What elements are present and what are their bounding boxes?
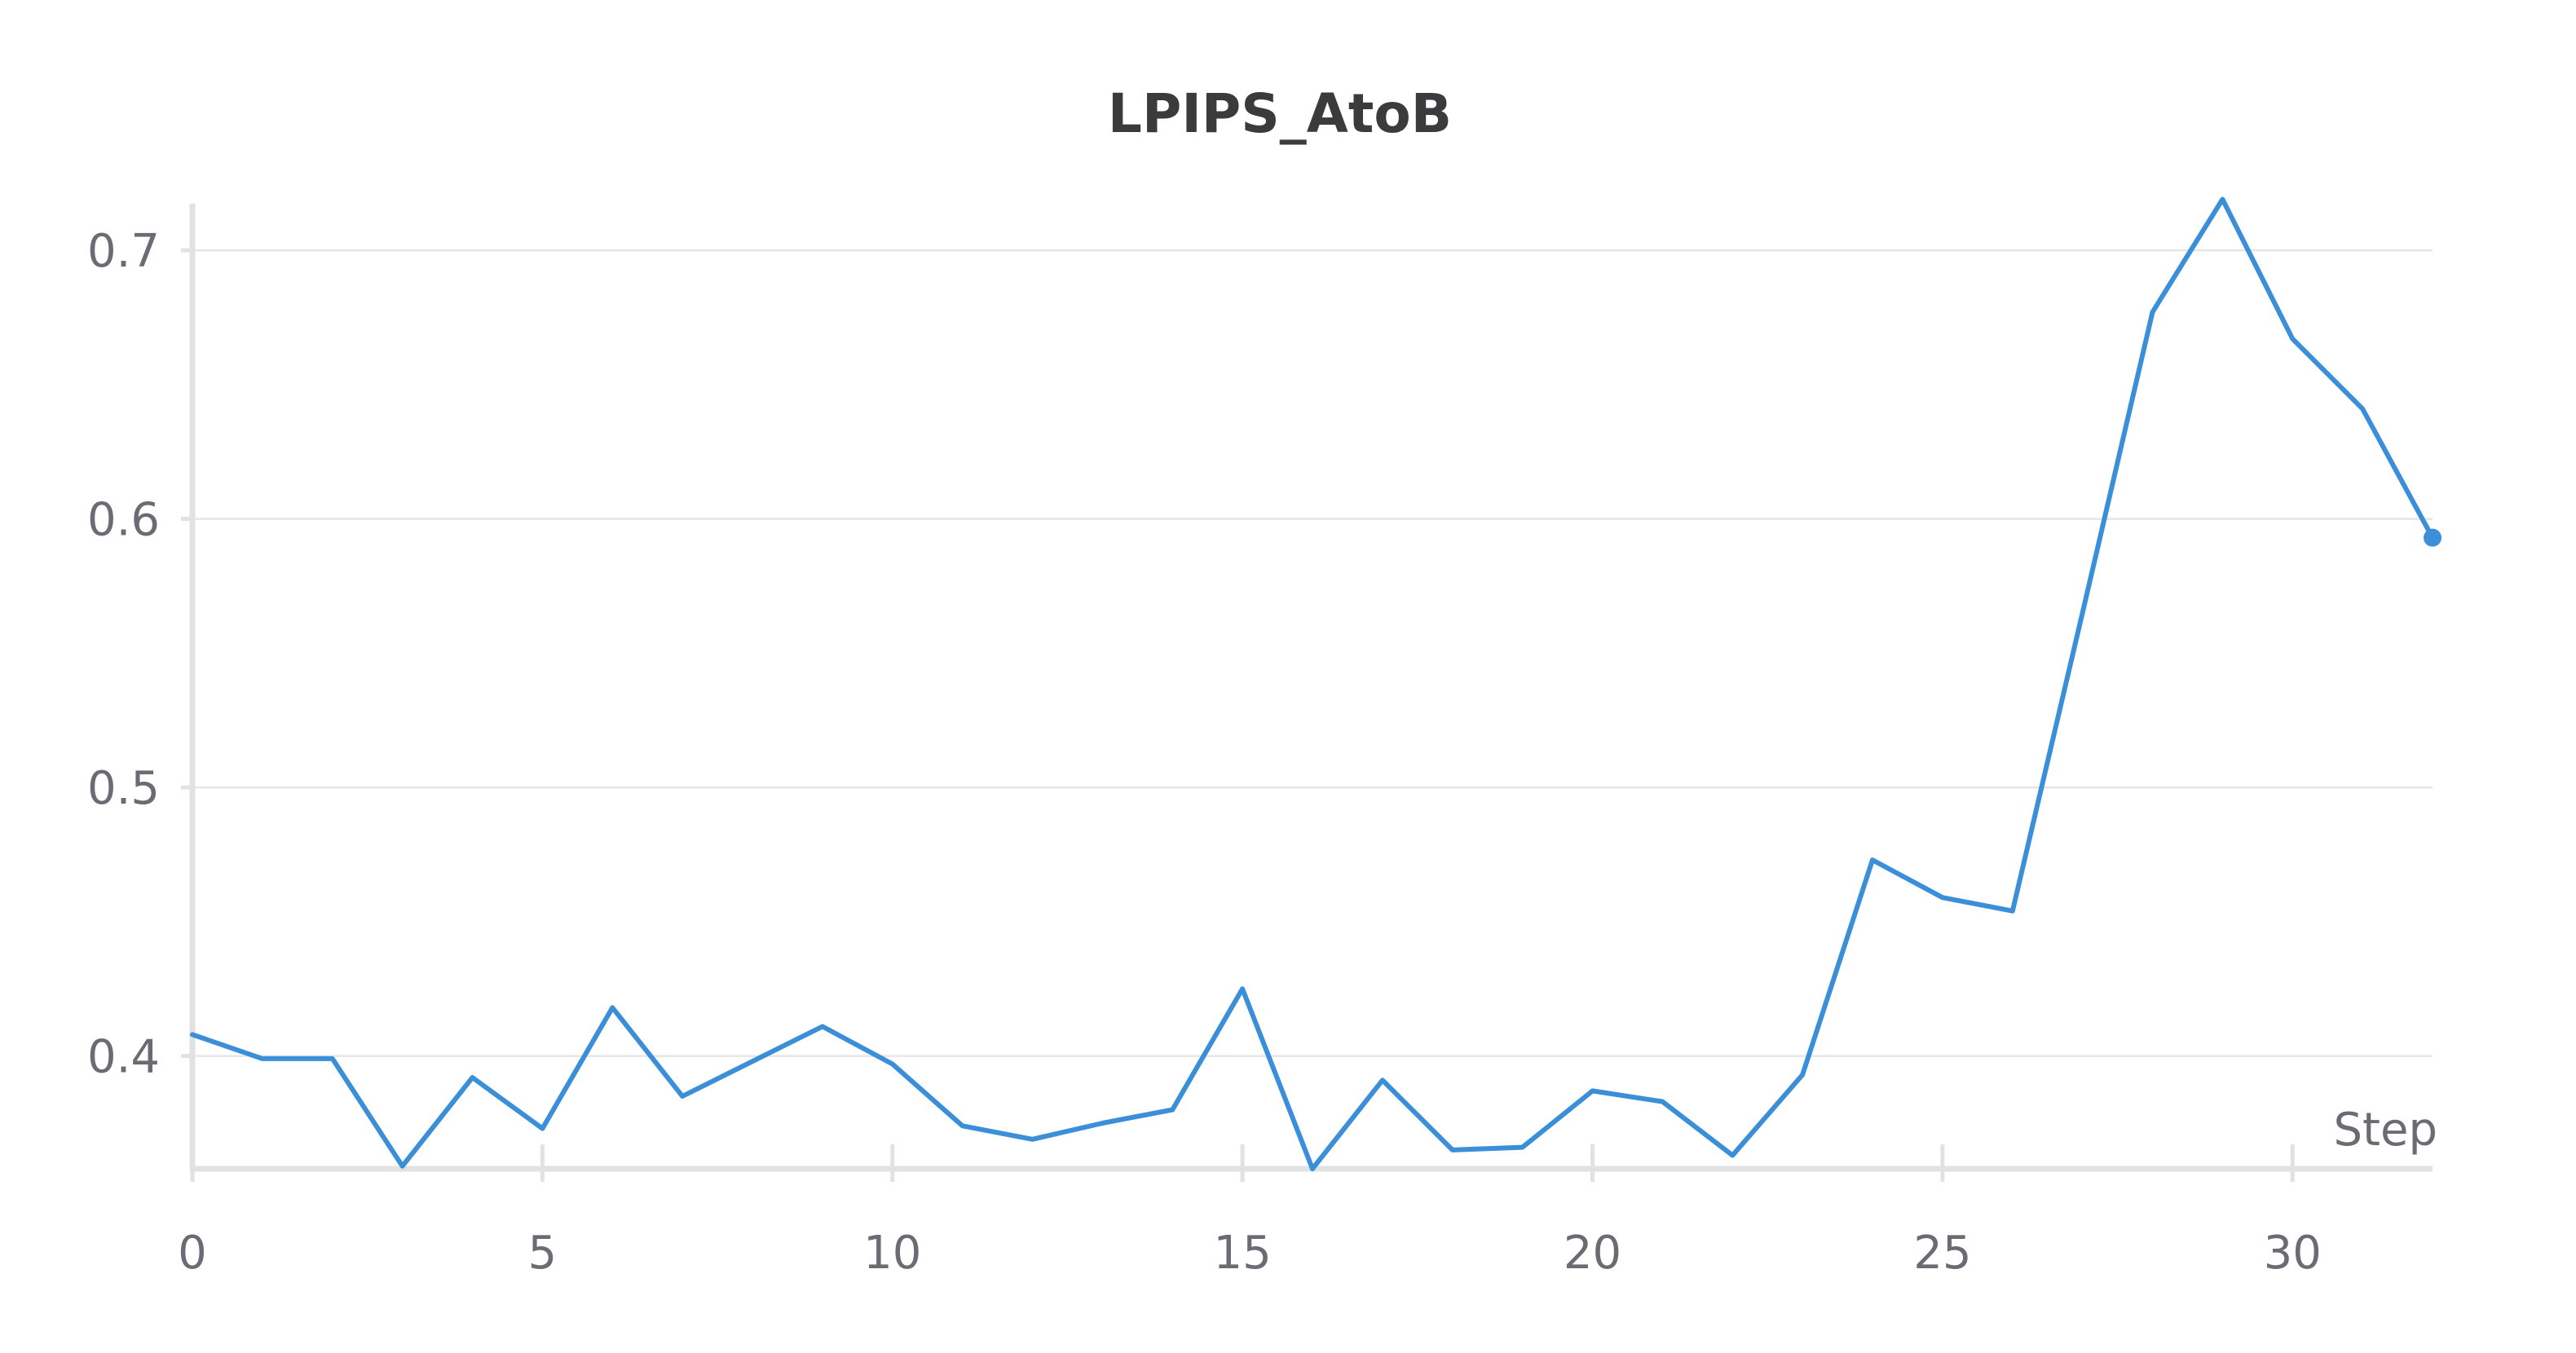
x-tick-label: 0 [178,1227,207,1280]
grid-layer [192,249,2433,1057]
x-tick-label: 15 [1213,1227,1271,1280]
chart-title: LPIPS_AtoB [1108,82,1452,145]
x-tick-label: 30 [2264,1227,2322,1280]
x-tick-label: 20 [1564,1227,1621,1280]
y-tick-label: 0.6 [87,494,160,547]
series-line [190,196,2435,1171]
y-tick-label: 0.7 [87,225,160,278]
y-tick-label: 0.4 [87,1031,160,1084]
series-endpoint-marker [2424,528,2441,547]
tick-layer: 0.4 0.5 0.6 0.7 0 5 10 15 20 25 30 [87,225,2322,1280]
x-tick-label: 10 [863,1227,921,1280]
x-axis-label: Step [2333,1104,2437,1157]
x-tick-label: 25 [1913,1227,1971,1280]
axis-layer [189,204,2433,1172]
y-tick-label: 0.5 [87,762,160,815]
series-layer [190,196,2441,1171]
x-tick-label: 5 [528,1227,558,1280]
